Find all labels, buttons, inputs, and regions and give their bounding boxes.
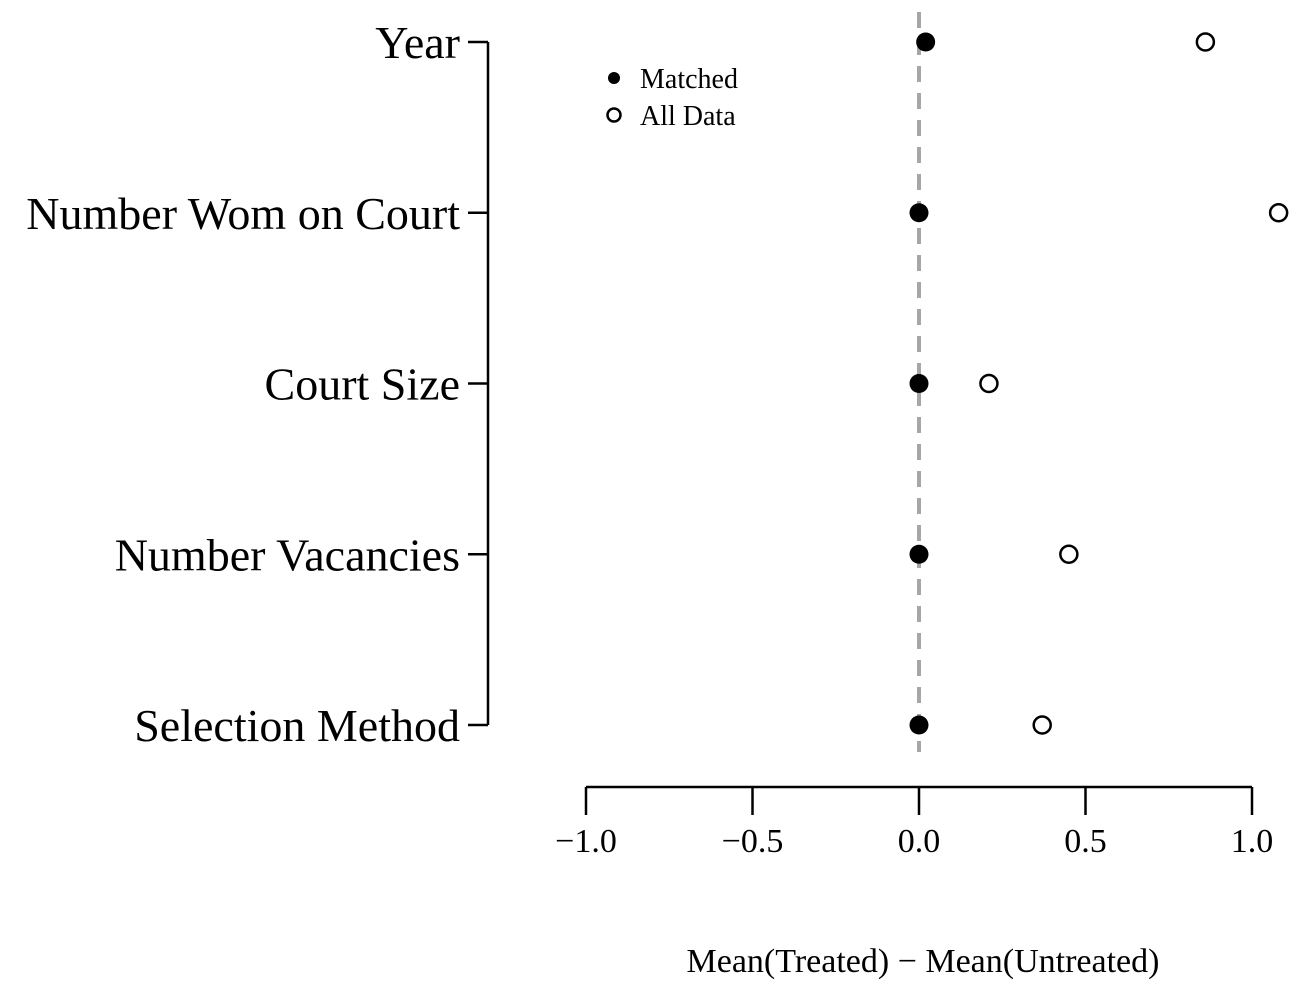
- data-points: [909, 32, 1289, 735]
- x-tick-label: −1.0: [555, 823, 617, 860]
- all-data-point: [1059, 544, 1079, 564]
- legend-matched-marker: [608, 72, 620, 84]
- matched-point: [916, 32, 936, 52]
- x-tick-label: 0.5: [1064, 823, 1107, 860]
- all-data-point: [1032, 715, 1052, 735]
- matched-point: [909, 544, 929, 564]
- category-label: Number Wom on Court: [26, 188, 460, 239]
- x-tick-label: 0.0: [898, 823, 941, 860]
- y-axis: Year Number Wom on Court Court Size Number …: [26, 17, 490, 751]
- matched-point: [909, 203, 929, 223]
- legend: Matched All Data: [606, 64, 738, 132]
- x-tick-label: 1.0: [1231, 823, 1274, 860]
- category-label: Selection Method: [134, 700, 460, 751]
- legend-matched-label: Matched: [640, 64, 738, 95]
- category-label: Court Size: [265, 359, 460, 410]
- legend-all-data-label: All Data: [640, 101, 736, 132]
- x-axis-title: Mean(Treated) − Mean(Untreated): [687, 943, 1160, 980]
- matched-point: [909, 374, 929, 393]
- x-tick-label: −0.5: [722, 823, 784, 860]
- all-data-point: [1195, 32, 1216, 52]
- x-axis: −1.0 −0.5 0.0 0.5 1.0: [555, 785, 1274, 860]
- legend-all-data-marker: [606, 107, 622, 123]
- matched-point: [909, 715, 929, 735]
- category-label: Year: [375, 17, 460, 68]
- all-data-point: [1268, 203, 1289, 223]
- all-data-point: [979, 373, 999, 394]
- category-label: Number Vacancies: [115, 529, 460, 580]
